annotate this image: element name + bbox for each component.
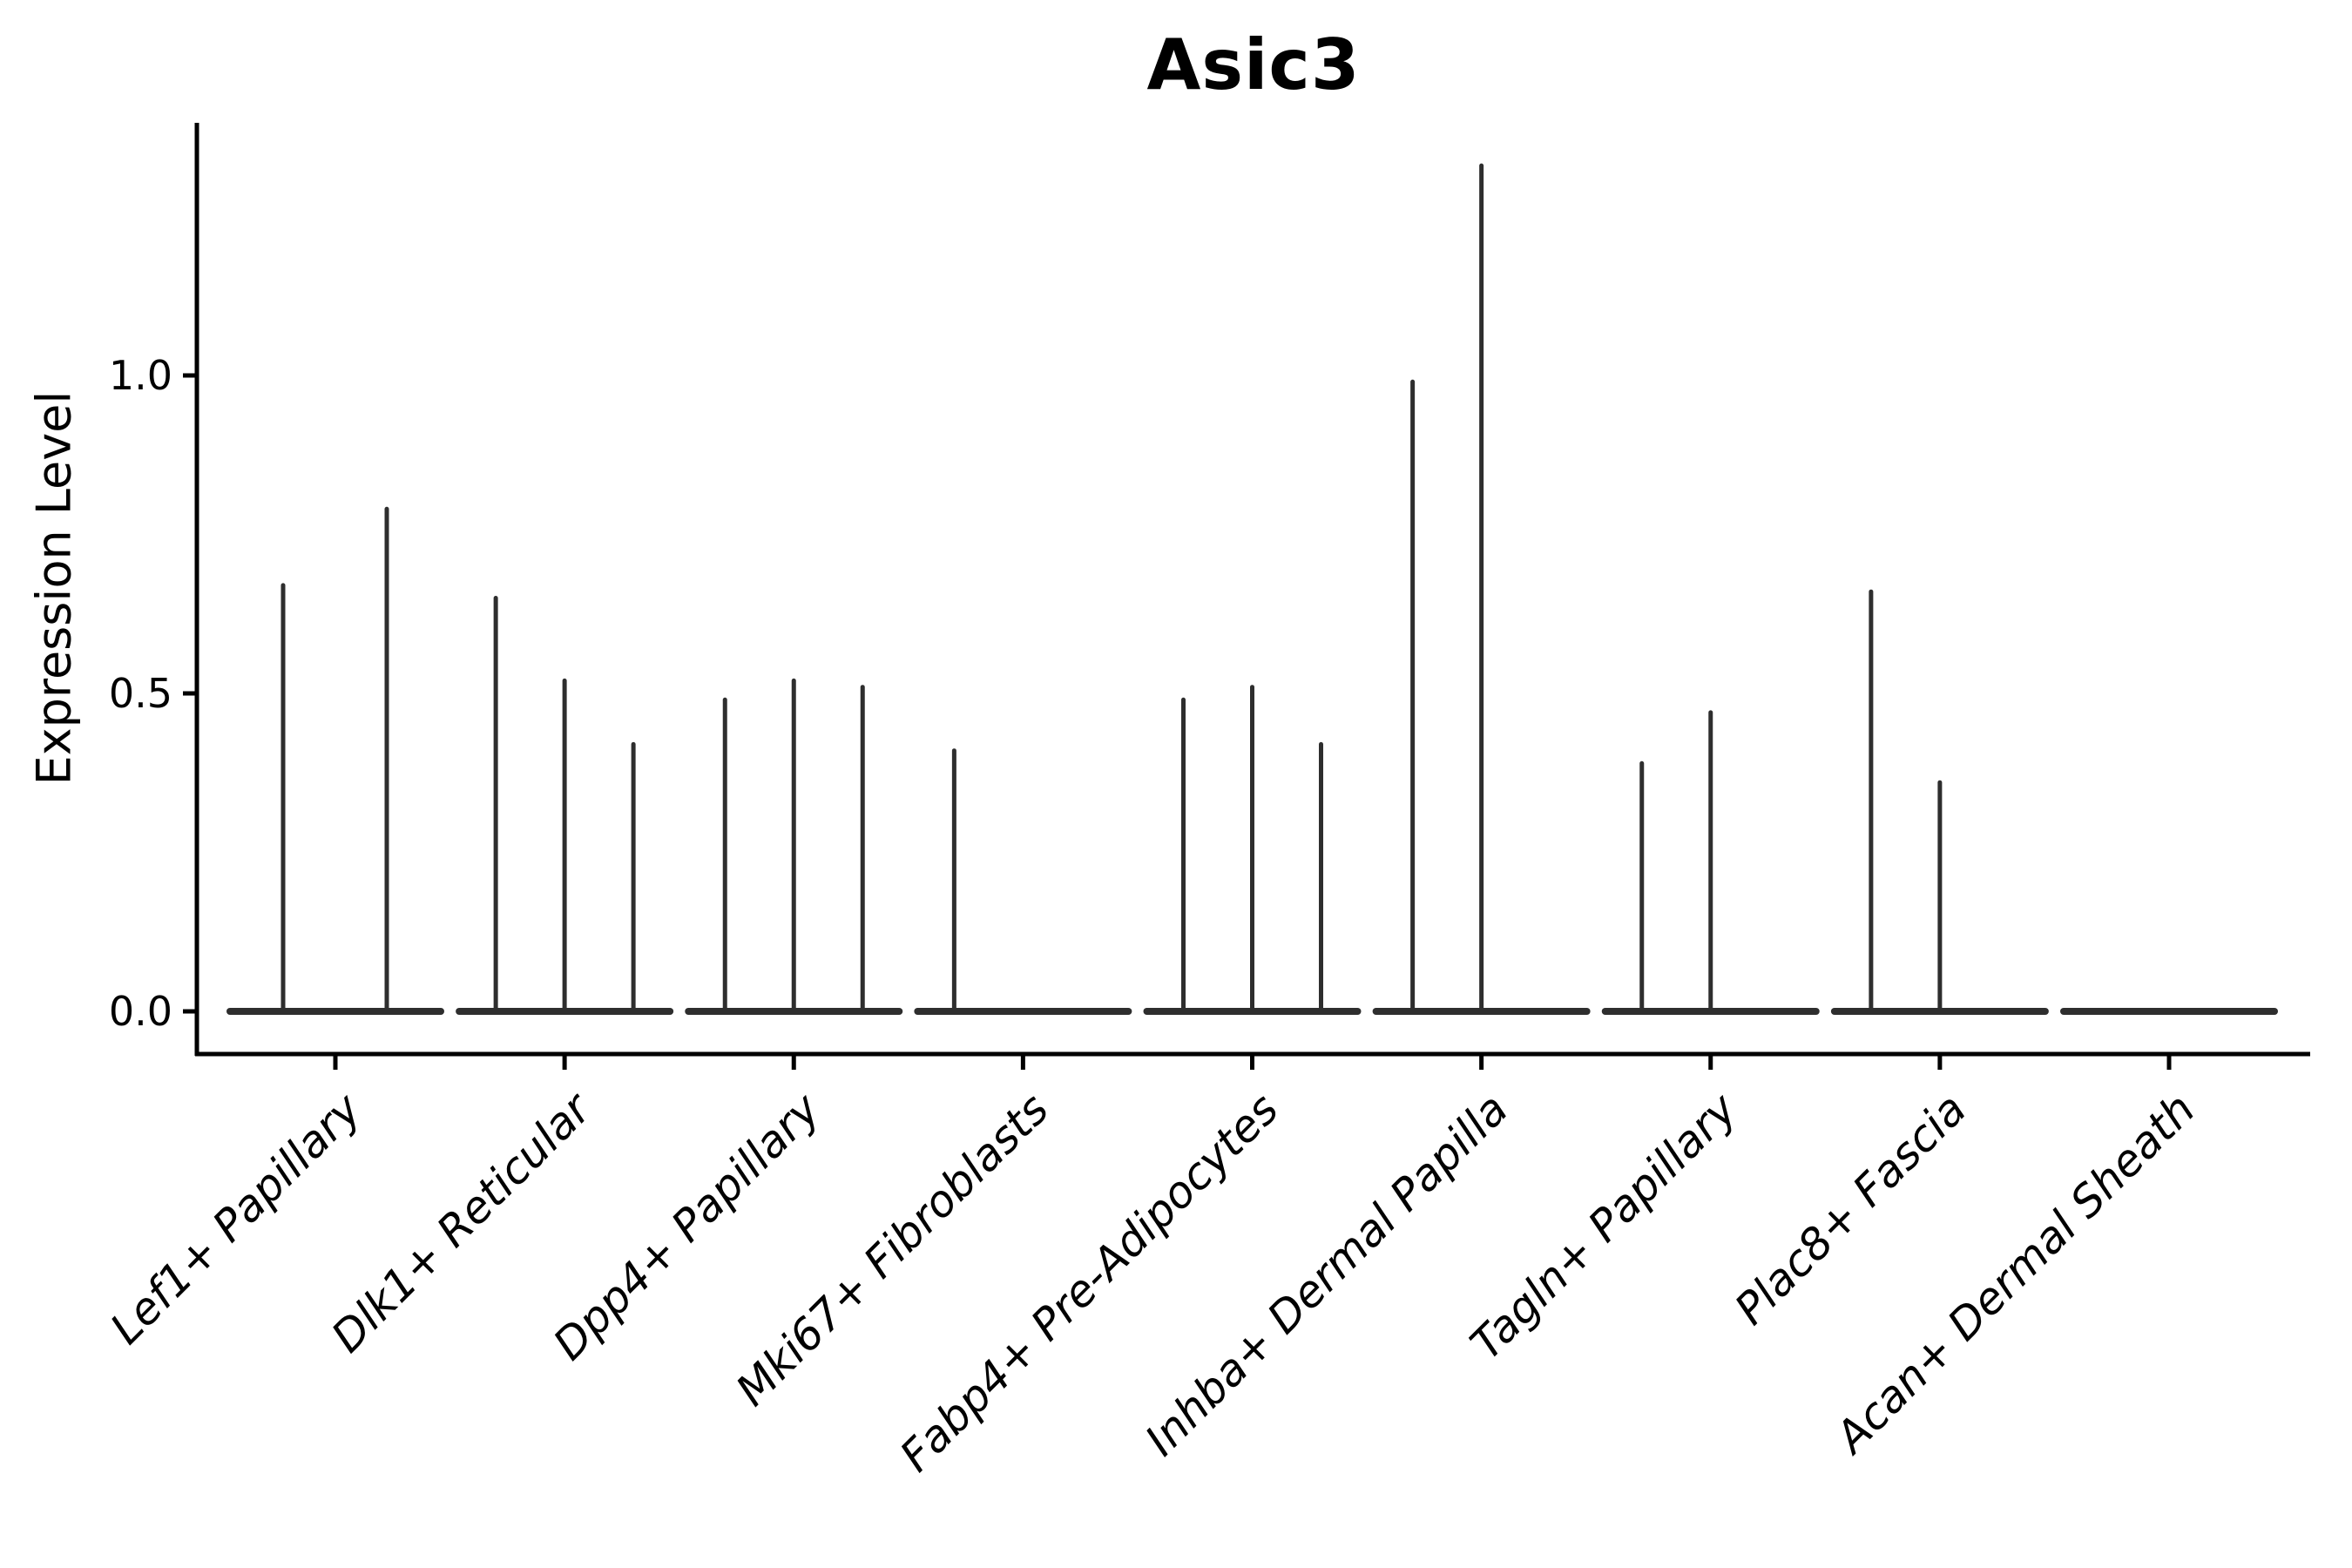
y-tick-label: 1.0 (108, 352, 172, 399)
axes-layer (183, 123, 2310, 1070)
y-tick-label: 0.0 (108, 988, 172, 1035)
y-tick-label: 0.5 (108, 670, 172, 717)
chart-title: Asic3 (1146, 24, 1361, 105)
violin-layer (226, 163, 2278, 1015)
